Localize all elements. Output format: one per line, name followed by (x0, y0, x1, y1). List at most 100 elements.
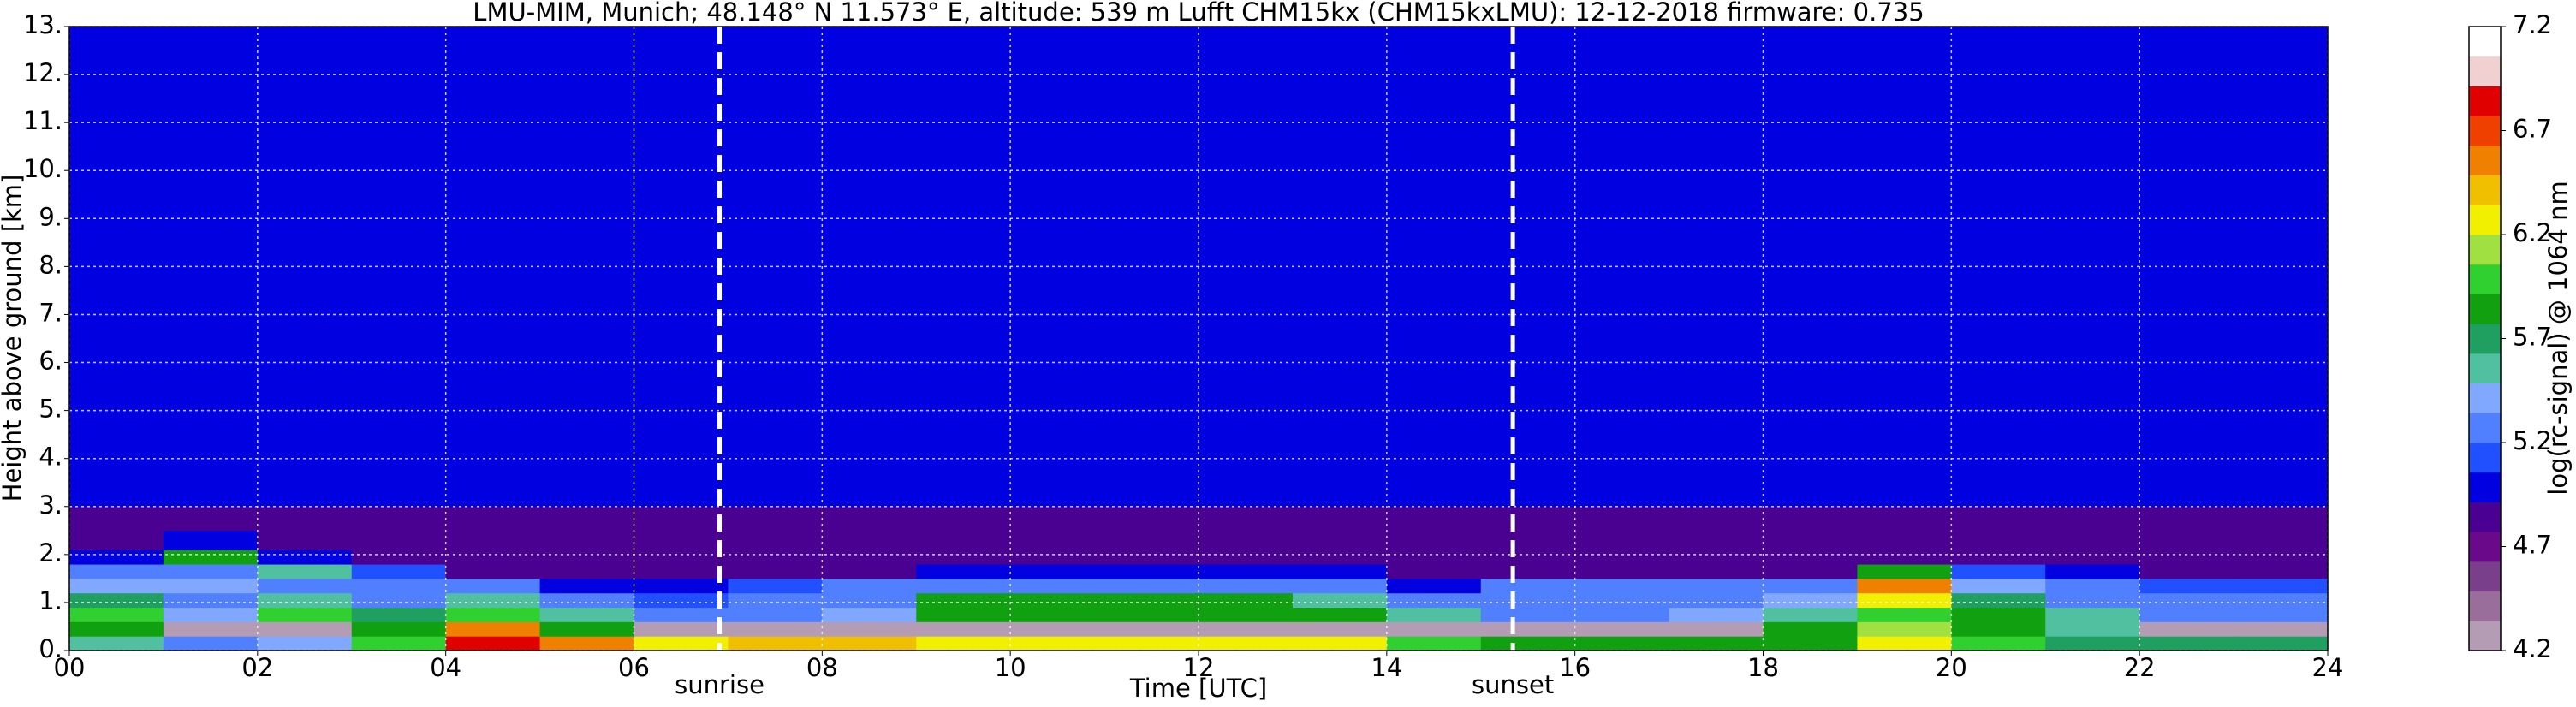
colorbar-tick-label: 5.7 (2513, 323, 2552, 352)
heatmap-cell (1199, 578, 1294, 594)
heatmap-cell (539, 564, 634, 579)
heatmap-cell (1669, 550, 1764, 565)
colorbar-swatch (2469, 264, 2501, 294)
heatmap-cell (69, 607, 164, 622)
heatmap-cell (445, 506, 541, 532)
x-tick-label: 14 (1371, 653, 1402, 682)
heatmap-cell (1857, 578, 1952, 594)
heatmap-cell (2234, 564, 2329, 579)
heatmap-cell (916, 607, 1011, 622)
heatmap-cell (1010, 592, 1105, 609)
heatmap-cell (1574, 550, 1670, 565)
x-tick-label: 10 (995, 653, 1026, 682)
heatmap-cell (2234, 530, 2329, 550)
colorbar-swatch (2469, 472, 2501, 502)
heatmap-cell (1480, 636, 1576, 651)
colorbar-label: log(rc-signal) @ 1064 nm (2543, 181, 2573, 495)
heatmap-cell (634, 530, 729, 550)
heatmap-cell (822, 578, 917, 594)
heatmap-cell (1104, 530, 1199, 550)
annotation-label: sunset (1472, 670, 1554, 699)
y-tick-label: 1. (39, 586, 62, 615)
heatmap-cell (351, 550, 447, 565)
heatmap-cell (445, 27, 541, 508)
heatmap-cell (539, 506, 634, 532)
colorbar-tick-label: 6.2 (2513, 218, 2552, 247)
heatmap-cell (2139, 621, 2234, 637)
heatmap-cell (1574, 578, 1670, 594)
y-tick-label: 11. (23, 106, 62, 135)
heatmap-cell (1386, 636, 1482, 651)
y-tick-label: 13. (23, 10, 62, 39)
plot-frame (68, 26, 2329, 651)
colorbar-swatch (2469, 145, 2501, 176)
heatmap-cell (351, 564, 447, 579)
colorbar-swatch (2469, 86, 2501, 116)
heatmap-cell (1199, 607, 1294, 622)
heatmap-cell (1199, 564, 1294, 579)
x-tick-label: 08 (806, 653, 838, 682)
heatmap-cell (1669, 607, 1764, 622)
heatmap-cell (1104, 564, 1199, 579)
heatmap-cell (1010, 550, 1105, 565)
heatmap-cell (257, 592, 353, 609)
heatmap-cell (1010, 564, 1105, 579)
heatmap-cell (1480, 564, 1576, 579)
y-tick-label: 0. (39, 634, 62, 663)
heatmap-cell (1951, 621, 2046, 637)
heatmap-cell (257, 607, 353, 622)
heatmap-cell (1010, 607, 1105, 622)
heatmap-cell (2139, 506, 2234, 532)
heatmap-cell (822, 636, 917, 651)
heatmap-cell (916, 530, 1011, 550)
heatmap-cell (2139, 592, 2234, 609)
heatmap-cell (1386, 607, 1482, 622)
heatmap-cell (728, 636, 823, 651)
colorbar-swatch (2469, 443, 2501, 473)
colorbar-swatch (2469, 175, 2501, 205)
heatmap-cell (2045, 506, 2140, 532)
heatmap-cell (69, 564, 164, 579)
y-tick-label: 9. (39, 202, 62, 231)
heatmap-cell (1857, 636, 1952, 651)
heatmap-cell (539, 530, 634, 550)
heatmap-cell (1951, 636, 2046, 651)
heatmap-cell (1386, 27, 1482, 508)
heatmap-cell (445, 530, 541, 550)
heatmap-cell (1951, 578, 2046, 594)
x-tick-label: 04 (430, 653, 461, 682)
heatmap-cell (1010, 530, 1105, 550)
heatmap-cell (1951, 607, 2046, 622)
y-tick-label: 8. (39, 250, 62, 279)
x-tick-label: 18 (1747, 653, 1779, 682)
heatmap-cell (445, 592, 541, 609)
heatmap-cell (69, 636, 164, 651)
heatmap-cell (69, 592, 164, 609)
heatmap-cell (1104, 621, 1199, 637)
colorbar-swatch (2469, 502, 2501, 532)
heatmap-cell (445, 564, 541, 579)
heatmap-cell (351, 636, 447, 651)
y-tick-label: 3. (39, 490, 62, 520)
heatmap-cell (1763, 578, 1858, 594)
y-tick-label: 6. (39, 347, 62, 376)
heatmap-cell (2139, 636, 2234, 651)
heatmap-cell (69, 621, 164, 637)
heatmap-cell (634, 578, 729, 594)
heatmap-cell (1010, 578, 1105, 594)
heatmap-cell (916, 564, 1011, 579)
heatmap-cell (1763, 592, 1858, 609)
heatmap-cell (539, 621, 634, 637)
heatmap-cell (822, 592, 917, 609)
heatmap-cell (1386, 564, 1482, 579)
heatmap-cell (2139, 564, 2234, 579)
heatmap-cell (1574, 592, 1670, 609)
heatmap-cell (1386, 550, 1482, 565)
heatmap-cell (351, 578, 447, 594)
heatmap-cell (257, 530, 353, 550)
heatmap-cell (822, 564, 917, 579)
heatmap-cell (728, 621, 823, 637)
heatmap-cell (1480, 592, 1576, 609)
heatmap-cell (2045, 607, 2140, 622)
heatmap-cell (351, 530, 447, 550)
